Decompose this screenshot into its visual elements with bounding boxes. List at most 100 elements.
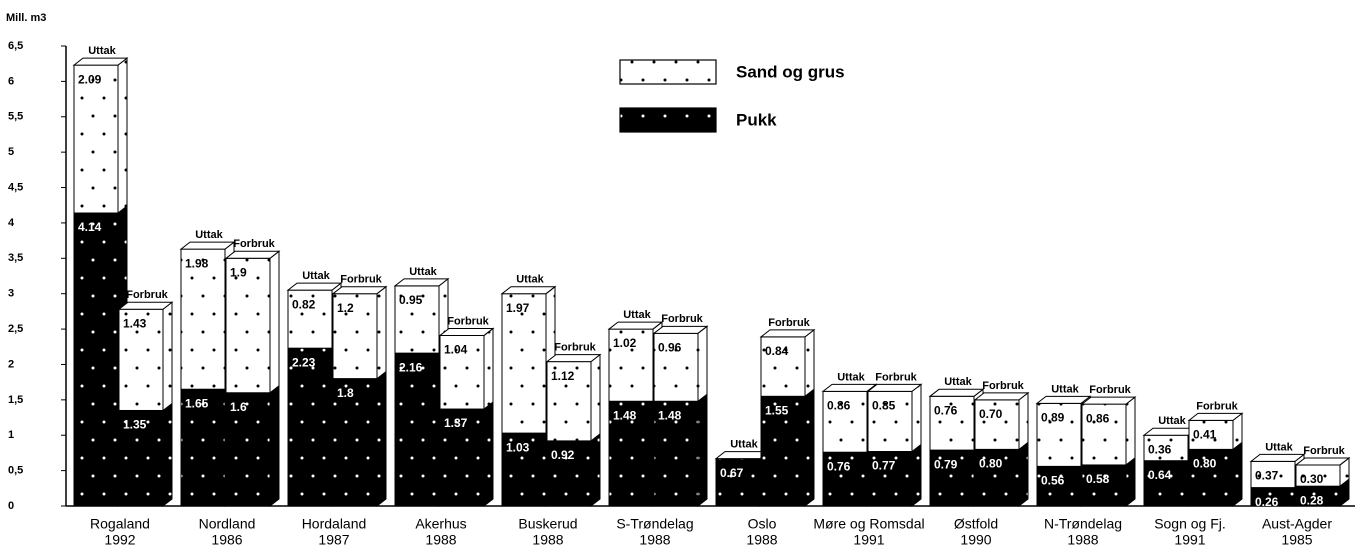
x-tick-year: 1988 (1067, 532, 1098, 548)
bar-label: Forbruk (982, 380, 1024, 392)
data-label: 0.37 (1255, 469, 1279, 483)
x-tick-year: 1987 (318, 532, 349, 548)
data-label: 0.76 (934, 403, 958, 417)
legend-label: Pukk (736, 110, 777, 129)
bar-segment (287, 347, 333, 507)
bar-top (393, 278, 450, 287)
bar-segment (1143, 460, 1189, 507)
bar-top (1249, 453, 1306, 462)
data-label: 1.97 (506, 301, 530, 315)
data-label: 0.77 (872, 459, 896, 473)
y-axis-label: Mill. m3 (6, 12, 46, 24)
bar-top (1035, 395, 1092, 404)
bar-segment (760, 395, 806, 507)
x-tick-label: Buskerud (518, 516, 577, 532)
bar-side (162, 301, 173, 412)
y-tick-label: 4,5 (8, 181, 23, 193)
bar-label: Forbruk (554, 342, 596, 354)
data-label: 1.04 (444, 343, 468, 357)
bar-side (1018, 391, 1029, 451)
bar-label: Forbruk (1196, 400, 1238, 412)
bar-label: Forbruk (447, 315, 489, 327)
bar-segment (1188, 448, 1234, 507)
y-tick-label: 0 (8, 500, 14, 512)
data-label: 0.41 (1193, 428, 1217, 442)
data-label: 0.84 (765, 344, 789, 358)
data-label: 0.96 (658, 340, 682, 354)
data-label: 1.48 (613, 408, 637, 422)
bar-side (697, 325, 708, 403)
data-label: 1.9 (230, 265, 247, 279)
bar-side (1232, 441, 1243, 508)
bar-top (438, 327, 495, 336)
data-label: 0.70 (979, 407, 1003, 421)
y-tick-label: 4 (8, 217, 15, 229)
data-label: 0.26 (1255, 495, 1279, 509)
bar-label: Uttak (730, 438, 758, 450)
bar-side (1125, 396, 1136, 466)
data-label: 0.67 (720, 466, 744, 480)
data-label: 0.36 (1148, 442, 1172, 456)
data-label: 1.43 (123, 316, 147, 330)
data-label: 1.65 (185, 396, 209, 410)
x-tick-year: 1991 (853, 532, 884, 548)
bar-top (973, 392, 1030, 401)
bar-side (269, 250, 280, 394)
bar-top (928, 388, 985, 397)
bar-top (652, 325, 709, 334)
data-label: 4.14 (78, 220, 102, 234)
bar-top (117, 301, 174, 310)
bar-top (821, 383, 878, 392)
bar-label: Uttak (195, 229, 223, 241)
bar-side (697, 393, 708, 508)
bar-label: Uttak (837, 371, 865, 383)
y-tick-label: 2 (8, 358, 14, 370)
data-label: 0.82 (292, 297, 316, 311)
data-label: 0.80 (979, 457, 1003, 471)
bar-label: Forbruk (340, 274, 382, 286)
data-label: 2.16 (399, 360, 423, 374)
bar-side (483, 401, 494, 508)
bar-side (1018, 441, 1029, 508)
x-tick-year: 1985 (1281, 532, 1312, 548)
data-label: 1.35 (123, 418, 147, 432)
bar-side (1125, 456, 1136, 508)
x-tick-label: N-Trøndelag (1044, 516, 1122, 532)
bar-segment (867, 451, 913, 507)
data-label: 0.80 (1193, 457, 1217, 471)
data-label: 0.92 (551, 448, 575, 462)
x-tick-year: 1992 (104, 532, 135, 548)
data-label: 0.28 (1300, 493, 1324, 507)
bar-segment (501, 432, 547, 507)
data-label: 2.23 (292, 355, 316, 369)
bar-segment (822, 390, 868, 453)
bar-segment (608, 328, 654, 402)
bar-segment (332, 293, 378, 380)
bar-side (483, 327, 494, 411)
bar-top (866, 383, 923, 392)
bar-label: Forbruk (768, 317, 810, 329)
data-label: 0.64 (1148, 468, 1172, 482)
bar-top (224, 250, 281, 259)
bar-label: Uttak (1265, 441, 1293, 453)
data-label: 0.95 (399, 293, 423, 307)
y-tick-label: 6 (8, 75, 14, 87)
x-tick-label: Østfold (954, 516, 998, 532)
y-tick-label: 1 (8, 429, 14, 441)
bar-segment (1143, 434, 1189, 462)
bar-top (1080, 396, 1137, 405)
bar-segment (180, 388, 226, 507)
data-label: 1.2 (337, 301, 354, 315)
x-tick-year: 1988 (746, 532, 777, 548)
legend-label: Sand og grus (736, 62, 845, 81)
bar-label: Forbruk (1303, 445, 1345, 457)
bar-side (376, 285, 387, 380)
y-tick-label: 3,5 (8, 252, 23, 264)
y-tick-label: 1,5 (8, 394, 23, 406)
x-tick-year: 1990 (960, 532, 991, 548)
legend-swatch (619, 107, 717, 133)
x-tick-year: 1991 (1174, 532, 1205, 548)
bar-top (286, 282, 343, 291)
data-label: 0.58 (1086, 472, 1110, 486)
